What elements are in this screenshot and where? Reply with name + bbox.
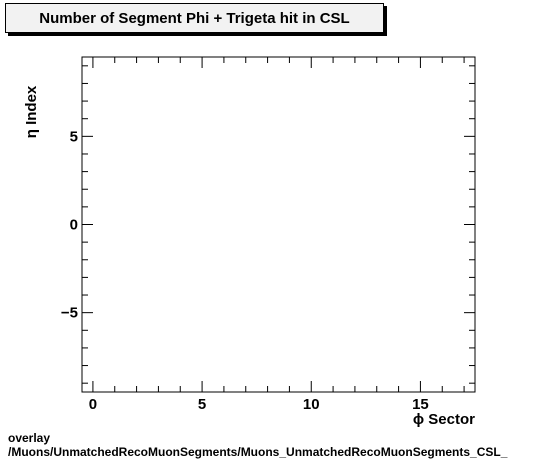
y-tick-label: 5 bbox=[70, 128, 78, 145]
x-axis-ticks bbox=[92, 57, 465, 392]
y-tick-label: −5 bbox=[61, 305, 78, 322]
x-tick-label: 15 bbox=[412, 396, 429, 413]
y-tick-label: 0 bbox=[70, 217, 78, 234]
footer-line-2: /Muons/UnmatchedRecoMuonSegments/Muons_U… bbox=[8, 445, 508, 459]
x-axis-tick-labels: 0 5 10 15 bbox=[89, 396, 429, 413]
x-tick-label: 5 bbox=[198, 396, 206, 413]
chart-title: Number of Segment Phi + Trigeta hit in C… bbox=[39, 10, 350, 27]
x-axis-label: ϕ Sector bbox=[413, 411, 475, 428]
y-axis-label: η Index bbox=[23, 85, 40, 138]
x-tick-label: 0 bbox=[89, 396, 97, 413]
y-axis-tick-labels: −5 0 5 bbox=[61, 128, 78, 321]
plot-frame bbox=[81, 56, 476, 393]
x-tick-label: 10 bbox=[303, 396, 320, 413]
y-axis-ticks bbox=[82, 65, 475, 384]
footer-line-1: overlay bbox=[8, 431, 51, 445]
footer-path: overlay /Muons/UnmatchedRecoMuonSegments… bbox=[8, 431, 507, 459]
chart-title-box: Number of Segment Phi + Trigeta hit in C… bbox=[5, 3, 384, 33]
